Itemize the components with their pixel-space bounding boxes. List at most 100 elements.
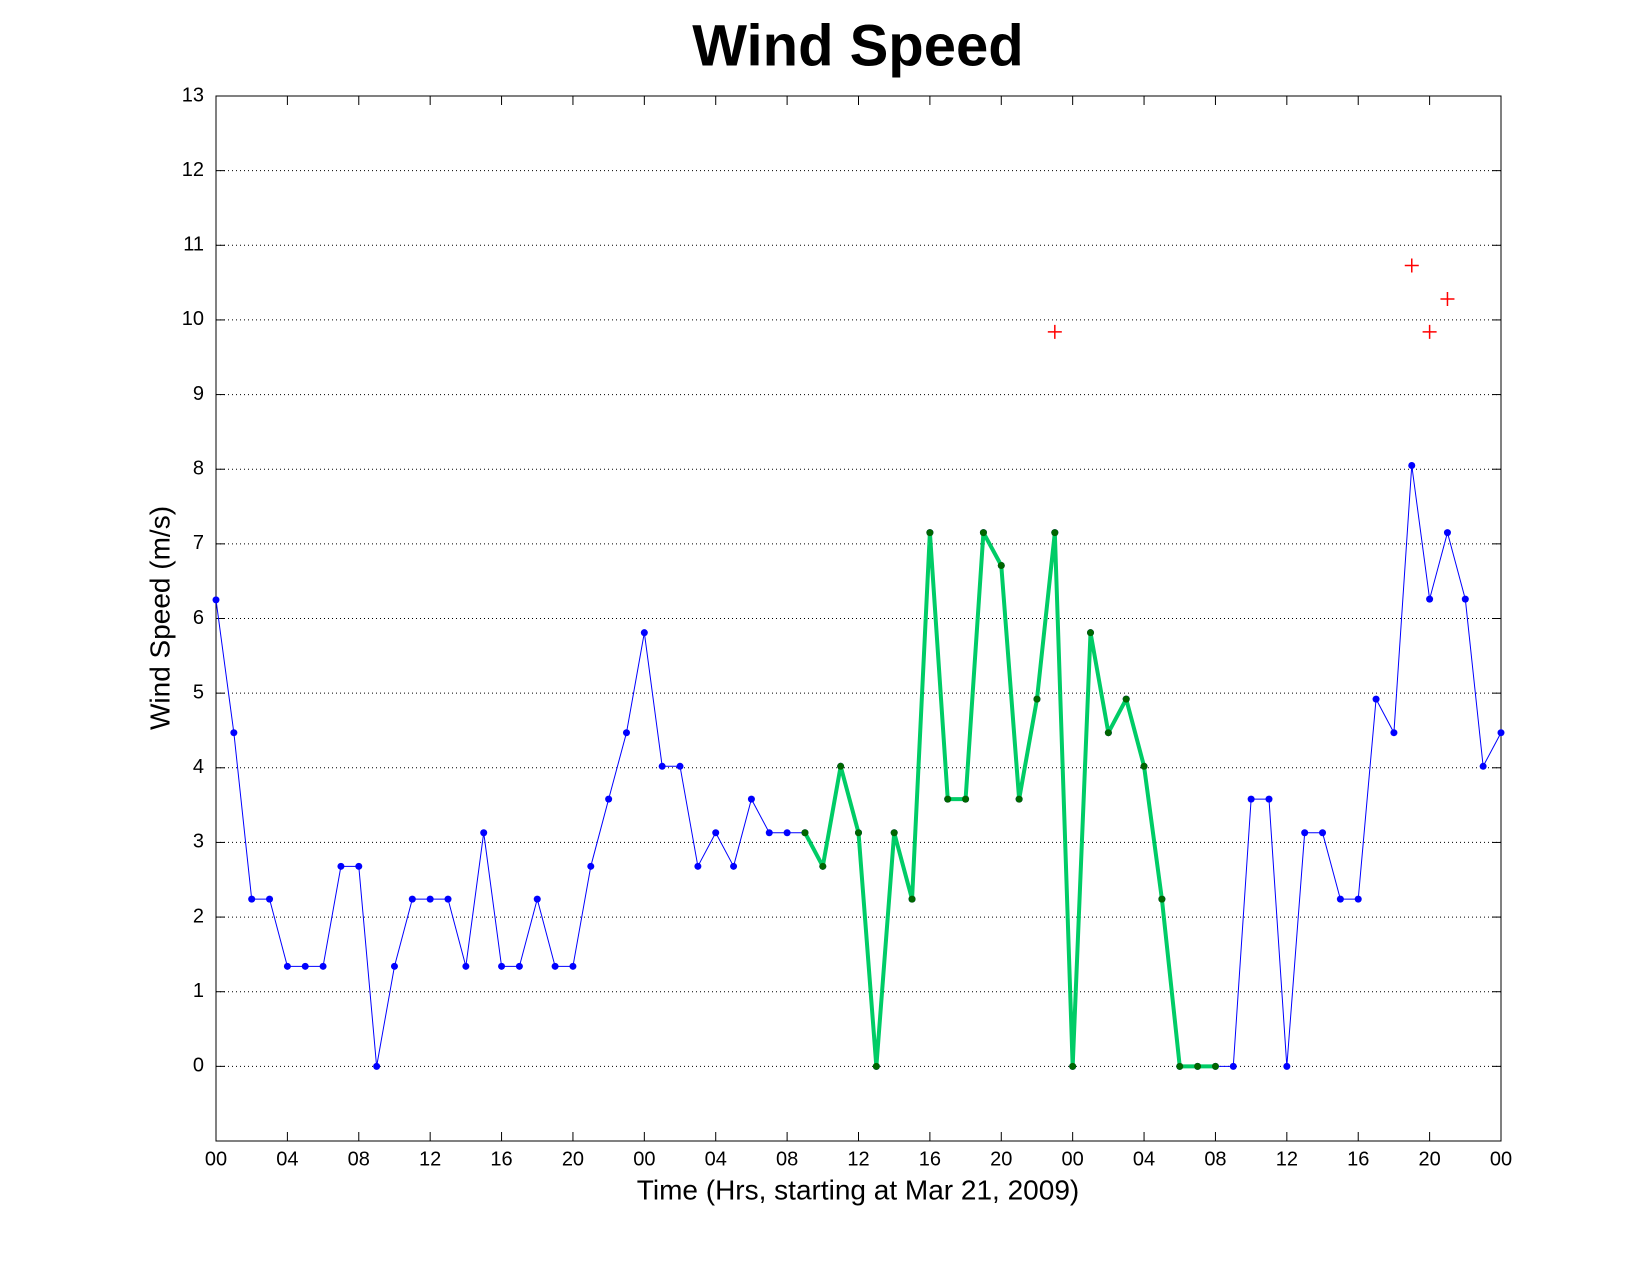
x-tick-label: 08	[776, 1148, 798, 1170]
x-tick-label: 00	[1490, 1148, 1512, 1170]
point-marker	[979, 529, 987, 537]
plus-marker	[1404, 258, 1419, 273]
point-marker	[1443, 529, 1451, 537]
point-marker	[640, 629, 648, 637]
point-marker	[1015, 795, 1023, 803]
point-marker	[480, 829, 488, 837]
point-marker	[997, 562, 1005, 570]
point-marker	[1336, 895, 1344, 903]
y-tick-label: 10	[182, 308, 204, 330]
point-marker	[587, 862, 595, 870]
x-tick-label: 20	[562, 1148, 584, 1170]
plot-frame	[215, 95, 1502, 1142]
x-tick-label: 04	[1133, 1148, 1155, 1170]
point-marker	[1194, 1062, 1202, 1070]
point-marker	[783, 829, 791, 837]
point-marker	[1354, 895, 1362, 903]
point-marker	[926, 529, 934, 537]
x-tick-label: 16	[1347, 1148, 1369, 1170]
point-marker	[301, 962, 309, 970]
point-marker	[1033, 695, 1041, 703]
point-marker	[1461, 595, 1469, 603]
point-marker	[837, 762, 845, 770]
point-marker	[319, 962, 327, 970]
x-tick-label: 04	[705, 1148, 727, 1170]
y-tick-label: 1	[193, 980, 204, 1002]
point-marker	[551, 962, 559, 970]
point-marker	[515, 962, 523, 970]
point-marker	[266, 895, 274, 903]
point-marker	[1372, 695, 1380, 703]
point-marker	[658, 762, 666, 770]
point-marker	[801, 829, 809, 837]
point-marker	[819, 862, 827, 870]
x-tick-label: 16	[490, 1148, 512, 1170]
point-marker	[212, 596, 220, 604]
chart-title: Wind Speed	[692, 13, 1023, 78]
point-marker	[408, 895, 416, 903]
point-marker	[355, 862, 363, 870]
point-marker	[1087, 629, 1095, 637]
point-marker	[908, 895, 916, 903]
x-tick-label: 00	[633, 1148, 655, 1170]
point-marker	[1122, 695, 1130, 703]
series-line	[803, 530, 1216, 1069]
x-tick-label: 04	[276, 1148, 298, 1170]
y-tick-label: 3	[193, 831, 204, 853]
x-tick-label: 08	[1204, 1148, 1226, 1170]
point-marker	[1319, 829, 1327, 837]
x-axis-label: Time (Hrs, starting at Mar 21, 2009)	[637, 1174, 1079, 1205]
point-marker	[462, 962, 470, 970]
point-marker	[1140, 762, 1148, 770]
point-marker	[1479, 762, 1487, 770]
point-marker	[1247, 795, 1255, 803]
point-marker	[373, 1062, 381, 1070]
point-marker	[1229, 1062, 1237, 1070]
point-marker	[426, 895, 434, 903]
point-marker	[444, 895, 452, 903]
point-marker	[1176, 1062, 1184, 1070]
point-marker	[694, 862, 702, 870]
y-tick-label: 6	[193, 607, 204, 629]
x-tick-label: 12	[419, 1148, 441, 1170]
series-line	[215, 464, 1502, 1067]
x-tick-label: 16	[919, 1148, 941, 1170]
x-tick-label: 00	[205, 1148, 227, 1170]
plus-marker	[1047, 324, 1062, 339]
x-tick-label: 08	[348, 1148, 370, 1170]
y-tick-label: 5	[193, 681, 204, 703]
point-marker	[712, 829, 720, 837]
y-tick-label: 13	[182, 84, 204, 106]
x-tick-label: 12	[847, 1148, 869, 1170]
point-marker	[1104, 729, 1112, 737]
plus-marker	[1422, 324, 1437, 339]
point-marker	[1408, 461, 1416, 469]
point-marker	[622, 729, 630, 737]
point-marker	[337, 862, 345, 870]
y-tick-label: 2	[193, 905, 204, 927]
point-marker	[730, 862, 738, 870]
point-marker	[1497, 729, 1505, 737]
point-marker	[872, 1062, 880, 1070]
point-marker	[230, 729, 238, 737]
point-marker	[765, 829, 773, 837]
point-marker	[1301, 829, 1309, 837]
point-marker	[747, 795, 755, 803]
x-tick-label: 00	[1062, 1148, 1084, 1170]
point-marker	[569, 962, 577, 970]
point-marker	[962, 795, 970, 803]
point-marker	[855, 829, 862, 837]
point-marker	[1390, 729, 1398, 737]
point-marker	[1265, 795, 1273, 803]
point-marker	[676, 762, 684, 770]
x-tick-label: 20	[1418, 1148, 1440, 1170]
y-tick-label: 7	[193, 532, 204, 554]
point-marker	[390, 962, 398, 970]
point-marker	[1158, 895, 1166, 903]
y-axis-label: Wind Speed (m/s)	[144, 506, 175, 730]
point-marker	[283, 962, 291, 970]
point-marker	[248, 895, 256, 903]
point-marker	[1426, 595, 1434, 603]
plus-marker	[1440, 292, 1455, 307]
